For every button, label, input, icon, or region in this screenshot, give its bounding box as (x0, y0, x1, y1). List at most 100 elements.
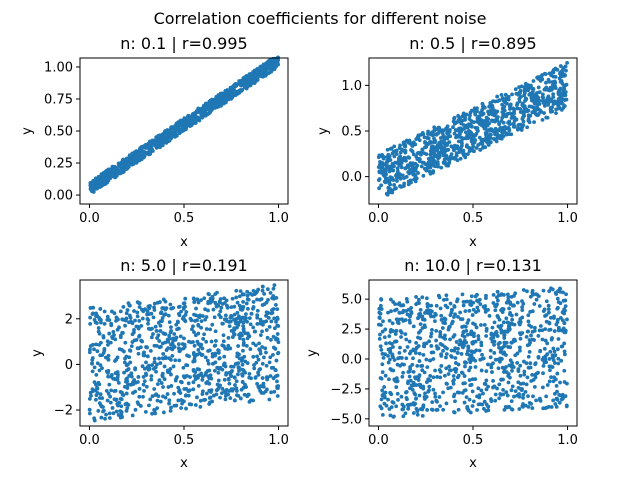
data-point (429, 407, 434, 412)
data-point (534, 371, 539, 376)
data-point (240, 380, 245, 384)
data-point (450, 355, 454, 359)
data-point (239, 387, 244, 392)
data-point (556, 337, 561, 341)
data-point (509, 407, 514, 412)
data-point (89, 183, 93, 188)
data-point (221, 321, 225, 326)
data-point (491, 99, 495, 104)
data-point (394, 328, 399, 333)
data-point (210, 294, 215, 299)
data-point (551, 358, 556, 363)
x-tick-label: 1.0 (268, 433, 289, 448)
data-point (119, 404, 124, 409)
data-point (406, 165, 411, 170)
data-point (172, 391, 176, 396)
data-point (149, 140, 154, 145)
data-point (515, 300, 520, 305)
data-point (258, 333, 263, 338)
data-point (149, 374, 154, 378)
data-point (436, 164, 440, 169)
data-point (435, 375, 440, 379)
data-point (468, 113, 472, 118)
data-point (246, 392, 251, 397)
data-point (425, 166, 430, 170)
data-point (200, 352, 205, 357)
x-tick-label: 0.5 (174, 433, 195, 448)
data-point (99, 415, 104, 420)
data-point (537, 398, 542, 402)
data-point (551, 74, 556, 79)
data-point (435, 131, 440, 136)
data-point (403, 156, 408, 161)
data-point (271, 376, 276, 381)
data-point (169, 405, 173, 410)
data-point (433, 319, 437, 324)
data-point (414, 137, 419, 142)
data-point (126, 160, 131, 165)
data-point (154, 329, 159, 333)
y-tick-label: −2.5 (330, 382, 362, 397)
data-point (554, 384, 559, 388)
data-point (517, 407, 522, 411)
data-point (397, 175, 402, 180)
data-point (178, 379, 183, 384)
data-point (542, 71, 547, 76)
data-point (495, 298, 500, 303)
data-point (565, 317, 569, 322)
data-point (404, 396, 409, 400)
data-point (106, 342, 110, 347)
data-point (412, 391, 417, 396)
data-point (96, 380, 101, 385)
data-point (178, 391, 183, 395)
data-point (523, 81, 528, 86)
data-point (460, 325, 465, 329)
data-point (253, 376, 258, 380)
data-point (504, 340, 509, 345)
data-point (100, 353, 105, 358)
data-point (377, 306, 382, 311)
data-point (439, 165, 444, 170)
data-point (452, 147, 457, 152)
data-point (516, 369, 521, 374)
data-point (191, 340, 195, 344)
data-point (553, 391, 557, 396)
data-point (491, 292, 496, 297)
data-point (386, 354, 390, 358)
data-point (161, 394, 165, 399)
data-point (396, 158, 401, 163)
data-point (551, 398, 556, 403)
data-point (230, 368, 234, 373)
data-point (150, 147, 155, 152)
data-point (538, 108, 542, 113)
data-point (275, 317, 280, 321)
data-point (195, 367, 200, 371)
data-point (430, 400, 435, 405)
data-point (180, 342, 185, 346)
data-point (467, 378, 472, 382)
data-point (212, 368, 217, 373)
data-point (416, 297, 421, 302)
data-point (392, 358, 397, 362)
data-point (418, 307, 423, 312)
data-point (495, 99, 500, 104)
data-point (416, 171, 420, 175)
data-point (207, 348, 212, 353)
data-point (416, 378, 421, 382)
data-point (496, 324, 501, 329)
data-point (272, 326, 277, 331)
data-point (396, 397, 400, 402)
data-point (491, 378, 495, 383)
data-point (123, 340, 128, 345)
data-point (156, 394, 161, 399)
data-point (390, 342, 394, 346)
data-point (155, 336, 160, 340)
data-point (266, 316, 271, 320)
data-point (132, 150, 137, 155)
data-point (379, 348, 384, 352)
data-point (428, 358, 433, 363)
data-point (204, 327, 209, 331)
data-point (469, 124, 474, 129)
data-point (162, 377, 167, 382)
